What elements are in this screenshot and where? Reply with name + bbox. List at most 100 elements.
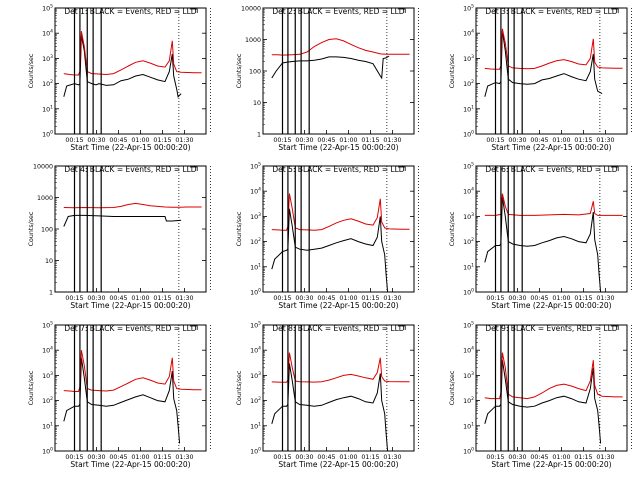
- x-axis-label: Start Time (22-Apr-15 00:00:20): [70, 143, 190, 152]
- y-axis-label: Counts/sec: [236, 211, 243, 246]
- y-axis-label: Counts/sec: [449, 53, 456, 88]
- panel-title: Det 6: BLACK = Events, RED = LLD: [485, 165, 617, 174]
- events-series-line: [63, 357, 181, 444]
- y-tick-label: 105: [42, 321, 53, 330]
- x-tick-label: 00:30: [295, 137, 313, 144]
- x-tick-label: 00:45: [530, 295, 548, 302]
- lld-series-line: [63, 350, 202, 392]
- x-tick-label: 01:15: [361, 137, 379, 144]
- y-axis-label: Counts/sec: [449, 211, 456, 246]
- y-tick-label: 101: [250, 421, 261, 430]
- y-tick-label: 1: [49, 290, 53, 297]
- x-axis-label: Start Time (22-Apr-15 00:00:20): [278, 301, 398, 310]
- x-tick-label: 00:45: [317, 137, 335, 144]
- x-tick-label: 00:15: [273, 295, 291, 302]
- lld-series-line: [63, 202, 202, 209]
- plot-frame: [475, 324, 628, 452]
- x-tick-label: 01:00: [339, 137, 357, 144]
- plot-frame: [54, 165, 207, 293]
- lld-series-line: [484, 352, 623, 400]
- x-tick-label: 00:15: [273, 137, 291, 144]
- panel-title: Det 1: BLACK = Events, RED = LLD: [64, 7, 196, 16]
- x-tick-label: 01:15: [361, 454, 379, 461]
- panel-det-5: Det 5: BLACK = Events, RED = LLD 100 101 10…: [236, 162, 419, 310]
- x-tick-label: 00:30: [87, 137, 105, 144]
- y-tick-label: 100: [249, 69, 261, 76]
- y-tick-label: 104: [42, 346, 53, 355]
- x-tick-label: 01:15: [153, 295, 171, 302]
- y-tick-label: 10: [253, 100, 261, 107]
- y-tick-label: 100: [250, 288, 261, 297]
- y-tick-label: 101: [250, 262, 261, 271]
- plot-frame: [262, 165, 415, 293]
- bracket-mark: [189, 325, 198, 330]
- x-tick-label: 00:30: [508, 295, 526, 302]
- x-tick-label: 00:15: [65, 137, 83, 144]
- x-tick-label: 01:30: [383, 295, 401, 302]
- x-tick-label: 00:45: [109, 295, 127, 302]
- y-tick-label: 100: [463, 288, 474, 297]
- y-tick-label: 103: [250, 371, 261, 380]
- y-tick-label: 1000: [37, 195, 53, 202]
- y-tick-label: 102: [463, 396, 474, 405]
- x-tick-label: 00:15: [65, 295, 83, 302]
- x-axis-label: Start Time (22-Apr-15 00:00:20): [491, 143, 611, 152]
- y-tick-label: 101: [463, 262, 474, 271]
- y-tick-label: 100: [463, 130, 474, 139]
- bracket-mark: [189, 166, 198, 171]
- y-tick-label: 104: [463, 346, 474, 355]
- x-tick-label: 01:30: [175, 454, 193, 461]
- panel-det-7: Det 7: BLACK = Events, RED = LLD 100 101 10…: [28, 321, 211, 469]
- y-axis-label: Counts/sec: [449, 370, 456, 405]
- x-tick-label: 01:15: [574, 137, 592, 144]
- x-tick-label: 00:45: [317, 454, 335, 461]
- y-tick-label: 100: [250, 447, 261, 456]
- panel-title: Det 3: BLACK = Events, RED = LLD: [485, 7, 617, 16]
- panel-det-9: Det 9: BLACK = Events, RED = LLD 100 101 10…: [449, 321, 632, 469]
- y-axis-label: Counts/sec: [236, 370, 243, 405]
- y-tick-label: 105: [250, 162, 261, 171]
- x-tick-label: 01:30: [383, 454, 401, 461]
- y-tick-label: 105: [42, 4, 53, 13]
- y-tick-label: 102: [250, 237, 261, 246]
- plot-frame: [54, 7, 207, 135]
- panel-det-6: Det 6: BLACK = Events, RED = LLD 100 101 10…: [449, 162, 632, 310]
- lld-series-line: [271, 352, 410, 383]
- x-axis-label: Start Time (22-Apr-15 00:00:20): [70, 301, 190, 310]
- x-tick-label: 00:15: [486, 295, 504, 302]
- x-tick-label: 00:15: [65, 454, 83, 461]
- y-tick-label: 101: [463, 104, 474, 113]
- panel-title: Det 9: BLACK = Events, RED = LLD: [485, 324, 617, 333]
- x-tick-label: 01:15: [153, 454, 171, 461]
- y-tick-label: 102: [42, 396, 53, 405]
- x-tick-label: 00:30: [295, 295, 313, 302]
- panel-title: Det 4: BLACK = Events, RED = LLD: [64, 165, 196, 174]
- plot-frame: [262, 7, 415, 135]
- events-series-line: [271, 363, 389, 452]
- panel-det-1: Det 1: BLACK = Events, RED = LLD 100 101 10…: [28, 4, 211, 152]
- events-series-line: [271, 208, 389, 293]
- y-axis-label: Counts/sec: [28, 370, 35, 405]
- x-axis-label: Start Time (22-Apr-15 00:00:20): [491, 460, 611, 469]
- y-tick-label: 104: [463, 187, 474, 196]
- panel-det-8: Det 8: BLACK = Events, RED = LLD 100 101 10…: [236, 321, 419, 469]
- y-tick-label: 104: [250, 346, 261, 355]
- x-tick-label: 00:15: [486, 454, 504, 461]
- y-tick-label: 105: [463, 4, 474, 13]
- y-tick-label: 104: [463, 29, 474, 38]
- plot-frame: [54, 324, 207, 452]
- y-tick-label: 103: [250, 212, 261, 221]
- y-tick-label: 100: [42, 130, 53, 139]
- bracket-mark: [397, 8, 406, 13]
- x-tick-label: 00:45: [317, 295, 335, 302]
- events-series-line: [271, 55, 390, 80]
- x-axis-label: Start Time (22-Apr-15 00:00:20): [278, 460, 398, 469]
- bracket-mark: [610, 166, 619, 171]
- y-tick-label: 103: [463, 371, 474, 380]
- x-tick-label: 01:00: [131, 454, 149, 461]
- bracket-mark: [397, 325, 406, 330]
- y-tick-label: 103: [42, 371, 53, 380]
- x-tick-label: 01:15: [361, 295, 379, 302]
- y-tick-label: 103: [463, 54, 474, 63]
- panel-det-2: Det 2: BLACK = Events, RED = LLD 1 10 100 10…: [236, 6, 419, 152]
